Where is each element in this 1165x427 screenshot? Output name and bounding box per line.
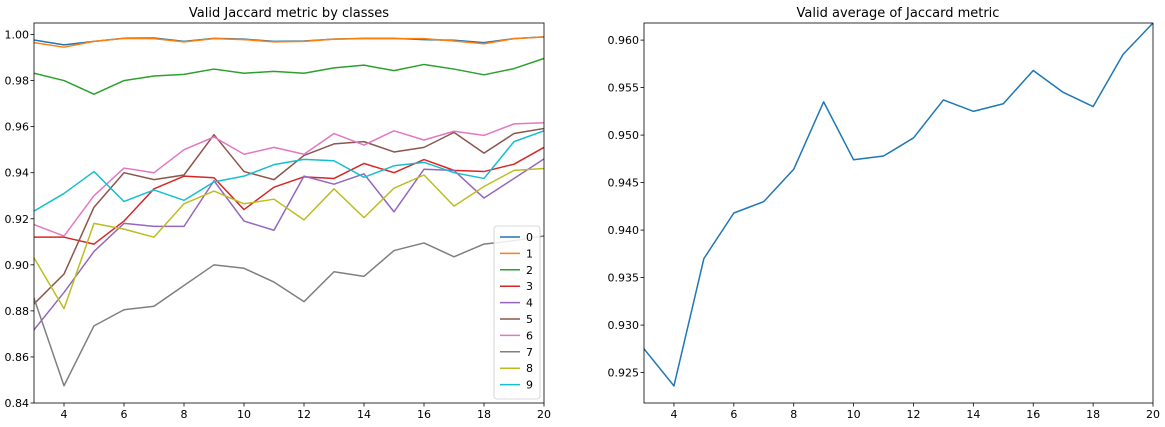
y-tick-label: 0.930	[608, 319, 640, 332]
plot-area	[33, 22, 545, 404]
x-tick-label: 8	[790, 408, 797, 421]
x-tick-label: 6	[730, 408, 737, 421]
y-tick-label: 0.98	[5, 75, 30, 88]
chart-classes: Valid Jaccard metric by classes 4 6 8 10 12 1…	[5, 6, 552, 421]
legend-label: 8	[526, 362, 533, 375]
y-tick-label: 0.945	[608, 177, 640, 190]
legend-label: 4	[526, 297, 533, 310]
y-tick-label: 0.88	[5, 305, 30, 318]
y-tick-label: 0.935	[608, 272, 640, 285]
axes-frame	[33, 22, 545, 404]
y-tick-label: 0.960	[608, 34, 640, 47]
series-group	[34, 36, 544, 387]
chart-title: Valid Jaccard metric by classes	[189, 6, 389, 21]
axes-frame	[643, 22, 1154, 404]
x-tick-label: 20	[1146, 408, 1160, 421]
series-line-1	[34, 36, 544, 48]
series-line-8	[34, 167, 544, 310]
x-tick-label: 16	[417, 408, 431, 421]
y-tick-label: 0.925	[608, 367, 640, 380]
legend-label: 6	[526, 329, 533, 342]
y-tick-label: 0.96	[5, 121, 30, 134]
x-tick-label: 14	[357, 408, 371, 421]
x-tick-label: 8	[181, 408, 188, 421]
x-tick-label: 20	[537, 408, 551, 421]
x-tick-label: 4	[61, 408, 68, 421]
series-group	[644, 23, 1153, 387]
series-line-2	[34, 57, 544, 95]
x-tick-label: 18	[477, 408, 491, 421]
plot-area	[643, 22, 1154, 404]
tick-labels: 4 6 8 10 12 14 16 18 20 0.925 0.930 0.935 0.940 0.945…	[608, 34, 1161, 421]
y-tick-label: 0.92	[5, 213, 30, 226]
series-line-5	[34, 127, 544, 306]
series-line-7	[34, 235, 544, 387]
legend-label: 0	[526, 231, 533, 244]
legend-label: 3	[526, 280, 533, 293]
y-tick-label: 0.86	[5, 351, 30, 364]
x-tick-label: 16	[1026, 408, 1040, 421]
chart-title: Valid average of Jaccard metric	[797, 6, 1000, 21]
series-line	[644, 23, 1153, 387]
series-line-6	[34, 121, 544, 237]
series-line-3	[34, 146, 544, 245]
legend-box	[493, 225, 541, 400]
y-tick-label: 0.950	[608, 129, 640, 142]
legend-label: 2	[526, 264, 533, 277]
chart-average: Valid average of Jaccard metric 4 6 8 10 12 1…	[608, 6, 1161, 421]
series-line-9	[34, 129, 544, 213]
y-tick-label: 0.84	[5, 397, 30, 410]
x-tick-label: 12	[297, 408, 311, 421]
y-tick-label: 0.94	[5, 167, 30, 180]
x-tick-label: 6	[121, 408, 128, 421]
x-tick-label: 10	[847, 408, 861, 421]
y-tick-label: 0.90	[5, 259, 30, 272]
x-tick-label: 10	[237, 408, 251, 421]
tick-labels: 4 6 8 10 12 14 16 18 200.840.860.880.900.920.940…	[5, 29, 552, 421]
legend-label: 1	[526, 247, 533, 260]
x-tick-label: 18	[1086, 408, 1100, 421]
legend-label: 7	[526, 346, 533, 359]
x-tick-label: 12	[906, 408, 920, 421]
x-tick-label: 4	[670, 408, 677, 421]
y-tick-label: 0.955	[608, 82, 640, 95]
legend: 0 1 2 3 4 5 6 7 8 9	[493, 225, 541, 400]
legend-label: 9	[526, 379, 533, 392]
legend-label: 5	[526, 313, 533, 326]
y-tick-label: 1.00	[5, 29, 30, 42]
y-tick-label: 0.940	[608, 224, 640, 237]
x-tick-label: 14	[966, 408, 980, 421]
